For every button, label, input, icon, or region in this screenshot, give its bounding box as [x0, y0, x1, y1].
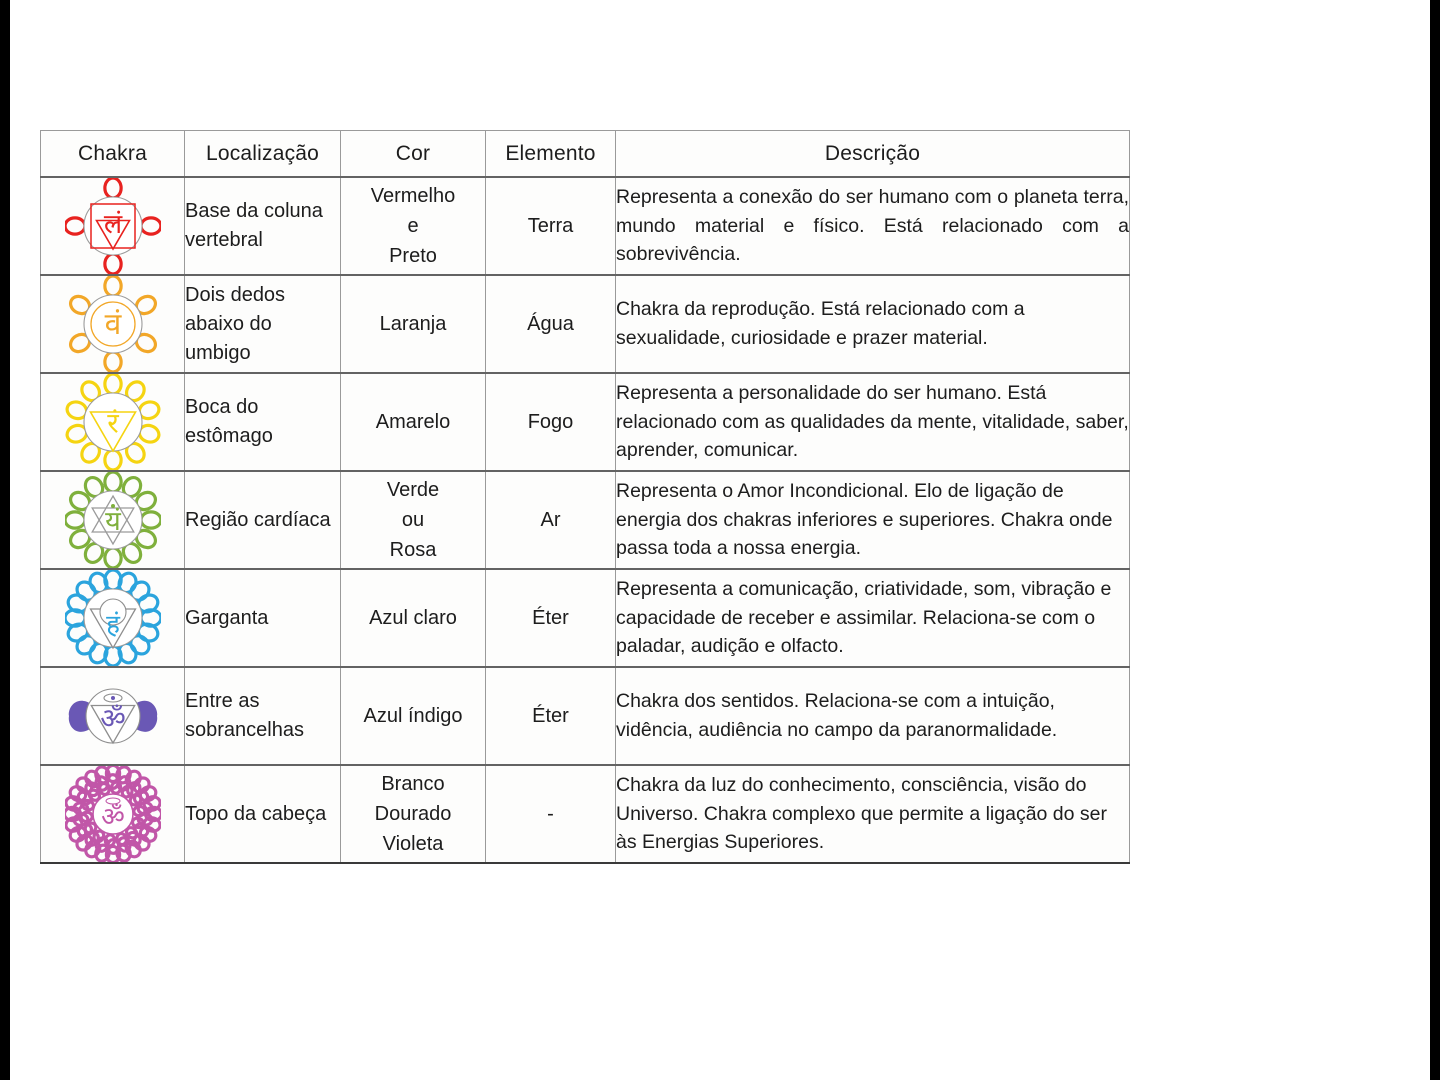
localizacao-cell: Garganta	[184, 568, 341, 668]
svg-text:ॐ: ॐ	[100, 702, 126, 735]
anahata-chakra-icon: यं	[41, 472, 184, 568]
cor-line: ou	[401, 509, 425, 531]
cor-line: Verde	[386, 479, 440, 501]
cor-line: Preto	[389, 245, 437, 267]
svg-text:हं: हं	[106, 610, 121, 640]
elemento-cell: Terra	[485, 176, 616, 276]
descricao-cell: Representa o Amor Incondicional. Elo de …	[615, 470, 1130, 570]
cor-line: Azul índigo	[363, 705, 463, 727]
descricao-cell: Chakra da luz do conhecimento, consciênc…	[615, 764, 1130, 864]
column-header-localizacao: Localização	[184, 130, 341, 178]
vishuddha-chakra-icon: हं	[41, 570, 184, 666]
cor-line: Azul claro	[369, 607, 457, 629]
cor-cell: Laranja	[340, 274, 486, 374]
svg-text:वं: वं	[104, 307, 122, 342]
table-header-row-group: Chakra Localização Cor Elemento Descriçã…	[40, 130, 1130, 178]
cor-cell: Azul claro	[340, 568, 486, 668]
table-body: लं Base da coluna vertebral Vermelho e Preto…	[40, 176, 1130, 864]
svg-text:लं: लं	[103, 209, 122, 240]
ajna-chakra-icon: ॐ	[41, 668, 184, 764]
svg-text:यं: यं	[105, 506, 122, 537]
cor-line: Rosa	[389, 539, 437, 561]
elemento-cell: Água	[485, 274, 616, 374]
column-header-descricao: Descrição	[615, 130, 1130, 178]
table-header-row: Chakra Localização Cor Elemento Descriçã…	[40, 130, 1130, 178]
chakra-symbol-cell: यं	[40, 470, 185, 570]
elemento-cell: Ar	[485, 470, 616, 570]
localizacao-cell: Dois dedos abaixo do umbigo	[184, 274, 341, 374]
svadhisthana-chakra-icon: वं	[41, 276, 184, 372]
column-header-cor: Cor	[340, 130, 486, 178]
descricao-cell: Representa a comunicação, criatividade, …	[615, 568, 1130, 668]
table-row: रं Boca do estômago Amarelo Fogo Representa …	[40, 372, 1130, 472]
manipura-chakra-icon: रं	[41, 374, 184, 470]
table-row: वं Dois dedos abaixo do umbigo Laranja Água…	[40, 274, 1130, 374]
cor-cell: Vermelho e Preto	[340, 176, 486, 276]
sahasrara-chakra-icon: ॐ	[41, 766, 184, 862]
left-edge-band	[0, 0, 10, 1080]
descricao-cell: Chakra dos sentidos. Relaciona-se com a …	[615, 666, 1130, 766]
chakra-symbol-cell: ॐ	[40, 666, 185, 766]
chakra-symbol-cell: लं	[40, 176, 185, 276]
svg-text:ॐ: ॐ	[101, 802, 125, 832]
column-header-chakra: Chakra	[40, 130, 185, 178]
cor-line: Amarelo	[375, 411, 451, 433]
localizacao-cell: Boca do estômago	[184, 372, 341, 472]
descricao-cell: Representa a conexão do ser humano com o…	[615, 176, 1130, 276]
cor-line: Dourado	[374, 803, 452, 825]
table-row: ॐ Entre as sobrancelhas Azul índigo Éter Cha…	[40, 666, 1130, 766]
chakra-table-container: Chakra Localização Cor Elemento Descriçã…	[40, 130, 1130, 864]
chakra-table: Chakra Localização Cor Elemento Descriçã…	[40, 130, 1130, 864]
chakra-symbol-cell: ॐ	[40, 764, 185, 864]
elemento-cell: Éter	[485, 666, 616, 766]
localizacao-cell: Topo da cabeça	[184, 764, 341, 864]
table-row: यं Região cardíaca Verde ou Rosa Ar Representa…	[40, 470, 1130, 570]
localizacao-cell: Base da coluna vertebral	[184, 176, 341, 276]
cor-cell: Azul índigo	[340, 666, 486, 766]
svg-text:रं: रं	[107, 407, 119, 440]
localizacao-cell: Região cardíaca	[184, 470, 341, 570]
cor-line: Laranja	[379, 313, 447, 335]
elemento-cell: Fogo	[485, 372, 616, 472]
cor-cell: Verde ou Rosa	[340, 470, 486, 570]
cor-line: Branco	[381, 773, 445, 795]
elemento-cell: Éter	[485, 568, 616, 668]
chakra-symbol-cell: रं	[40, 372, 185, 472]
table-row: लं Base da coluna vertebral Vermelho e Preto…	[40, 176, 1130, 276]
muladhara-chakra-icon: लं	[41, 178, 184, 274]
cor-line: Vermelho	[370, 185, 456, 207]
localizacao-cell: Entre as sobrancelhas	[184, 666, 341, 766]
table-row: हं Garganta Azul claro Éter Representa a com…	[40, 568, 1130, 668]
chakra-symbol-cell: वं	[40, 274, 185, 374]
chakra-symbol-cell: हं	[40, 568, 185, 668]
cor-line: e	[407, 215, 419, 237]
table-row: ॐ Topo da cabeça Branco Dourado Violeta - Chak…	[40, 764, 1130, 864]
column-header-elemento: Elemento	[485, 130, 616, 178]
descricao-cell: Chakra da reprodução. Está relacionado c…	[615, 274, 1130, 374]
right-edge-band	[1430, 0, 1440, 1080]
cor-line: Violeta	[382, 833, 444, 855]
cor-cell: Amarelo	[340, 372, 486, 472]
cor-cell: Branco Dourado Violeta	[340, 764, 486, 864]
descricao-cell: Representa a personalidade do ser humano…	[615, 372, 1130, 472]
elemento-cell: -	[485, 764, 616, 864]
